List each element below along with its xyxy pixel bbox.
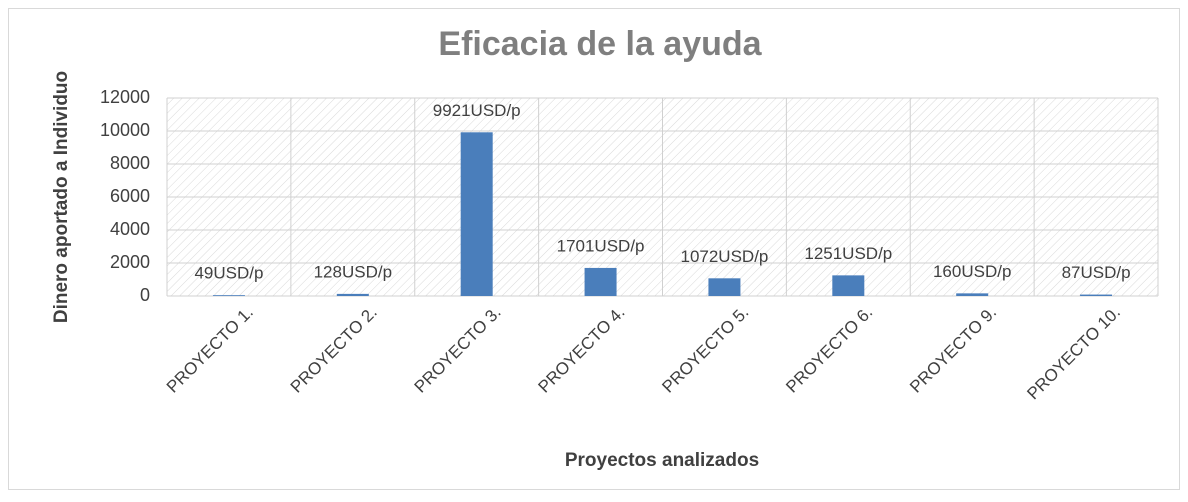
y-tick-label: 8000 xyxy=(110,153,150,173)
y-tick-label: 10000 xyxy=(100,120,150,140)
bar xyxy=(832,275,865,296)
y-tick-label: 6000 xyxy=(110,186,150,206)
x-axis-title: Proyectos analizados xyxy=(565,450,759,471)
data-label: 1251USD/p xyxy=(804,244,892,263)
data-label: 1072USD/p xyxy=(680,247,768,266)
data-label: 87USD/p xyxy=(1062,263,1131,282)
bar xyxy=(1080,294,1113,296)
data-label: 160USD/p xyxy=(933,262,1011,281)
data-label: 1701USD/p xyxy=(557,236,645,255)
chart-title: Eficacia de la ayuda xyxy=(438,25,762,63)
data-label: 49USD/p xyxy=(194,264,263,283)
y-tick-label: 0 xyxy=(140,285,150,305)
y-tick-label: 2000 xyxy=(110,252,150,272)
y-tick-label: 12000 xyxy=(100,87,150,107)
y-tick-label: 4000 xyxy=(110,219,150,239)
bar xyxy=(212,295,245,296)
bar xyxy=(708,278,741,296)
bar xyxy=(584,267,617,296)
y-axis-title: Dinero aportado a Individuo xyxy=(51,71,72,323)
bar xyxy=(460,132,493,296)
bar xyxy=(956,293,989,296)
data-label: 9921USD/p xyxy=(433,101,521,120)
bar xyxy=(336,293,369,296)
data-label: 128USD/p xyxy=(314,262,392,281)
